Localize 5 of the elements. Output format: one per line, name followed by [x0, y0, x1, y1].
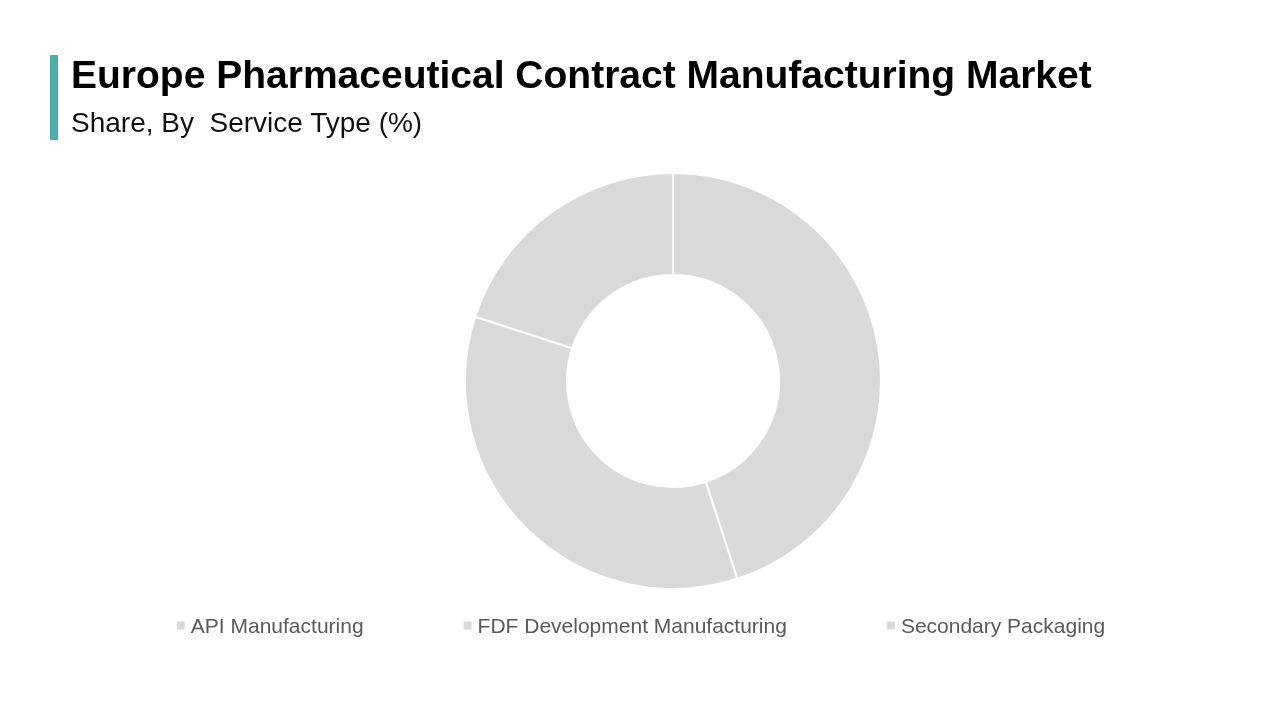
legend-label: API Manufacturing — [190, 614, 364, 637]
legend-label: Secondary Packaging — [900, 614, 1106, 637]
chart-title: Europe Pharmaceutical Contract Manufacturing Market — [71, 53, 1092, 96]
chart-subtitle: Share, By Service Type (%) — [71, 106, 423, 138]
legend-label: FDF Development Manufacturing — [477, 614, 787, 637]
